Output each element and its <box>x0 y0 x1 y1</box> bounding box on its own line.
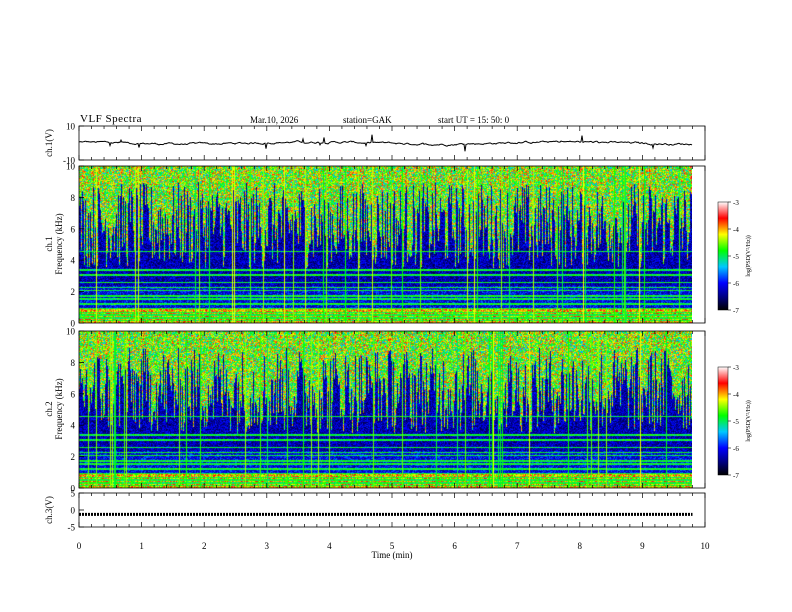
colorbar-tick-label: -5 <box>733 253 739 261</box>
ch1-waveform-ytick-label: 10 <box>66 122 76 132</box>
x-tick-label: 0 <box>77 541 82 551</box>
chart-title: VLF Spectra <box>80 113 143 125</box>
colorbar-tick-label: -6 <box>733 445 739 453</box>
ch2-spectrogram-ytick-label: 0 <box>71 484 76 494</box>
colorbar-tick-label: -7 <box>733 472 739 480</box>
ch2-spectrogram-ytick-label: 6 <box>71 389 76 399</box>
x-tick-label: 10 <box>701 541 711 551</box>
start-time-label: start UT = 15: 50: 0 <box>438 115 510 125</box>
ch1-spectrogram-ytick-label: 8 <box>71 193 76 203</box>
colorbar-label: log(PSD(V²/Hz)) <box>745 235 752 276</box>
colorbar-tick-label: -3 <box>733 199 739 207</box>
ch1-spectrogram-ytick-label: 6 <box>71 224 76 234</box>
x-tick-label: 6 <box>452 541 457 551</box>
ch1-volt-label: ch.1(V) <box>44 129 54 157</box>
ch2-spectrogram-ytick-label: 10 <box>66 327 76 337</box>
x-tick-label: 8 <box>578 541 583 551</box>
ch3-volt-label: ch.3(V) <box>44 496 54 524</box>
x-tick-label: 2 <box>202 541 207 551</box>
ch1-spectrogram-ytick-label: 10 <box>66 162 76 172</box>
date-label: Mar.10, 2026 <box>250 115 299 125</box>
ch1-spectrogram-image <box>79 166 692 323</box>
ch1-waveform-line <box>78 134 693 152</box>
x-tick-label: 9 <box>640 541 645 551</box>
ch3-waveform-ytick-label: -5 <box>68 523 76 533</box>
ch2-freq-axis-label: Frequency (kHz) <box>54 378 64 439</box>
x-axis-label: Time (min) <box>372 550 413 560</box>
colorbar-label: log(PSD(V²/Hz)) <box>745 400 752 441</box>
ch1-freq-axis-label: Frequency (kHz) <box>54 213 64 274</box>
colorbar-tick-label: -4 <box>733 226 739 234</box>
x-tick-label: 3 <box>265 541 270 551</box>
x-tick-label: 5 <box>390 541 395 551</box>
colorbar-tick-label: -5 <box>733 418 739 426</box>
ch3-waveform-frame <box>78 492 706 528</box>
colorbar-tick-label: -4 <box>733 391 739 399</box>
ch2-freq-label: ch.2 <box>44 401 54 416</box>
ch2-spectrogram-image <box>79 331 692 488</box>
ch3-waveform-ytick-label: 5 <box>71 489 76 499</box>
x-tick-label: 7 <box>515 541 520 551</box>
ch1-spectrogram-ytick-label: 0 <box>71 319 76 329</box>
ch1-freq-label: ch.1 <box>44 236 54 251</box>
colorbar-2 <box>717 366 729 476</box>
ch1-spectrogram-ytick-label: 2 <box>71 287 76 297</box>
colorbar-tick-label: -7 <box>733 307 739 315</box>
station-label: station=GAK <box>343 115 392 125</box>
ch2-spectrogram-ytick-label: 2 <box>71 452 76 462</box>
x-tick-label: 1 <box>139 541 144 551</box>
ch3-waveform-ytick-label: 0 <box>71 506 76 516</box>
ch1-waveform-ytick-label: -10 <box>63 156 75 166</box>
colorbar-tick-label: -3 <box>733 364 739 372</box>
ch1-spectrogram-ytick-label: 4 <box>71 256 76 266</box>
colorbar-1 <box>717 201 729 311</box>
x-tick-label: 4 <box>327 541 332 551</box>
ch2-spectrogram-ytick-label: 8 <box>71 358 76 368</box>
ch2-spectrogram-ytick-label: 4 <box>71 421 76 431</box>
colorbar-tick-label: -6 <box>733 280 739 288</box>
